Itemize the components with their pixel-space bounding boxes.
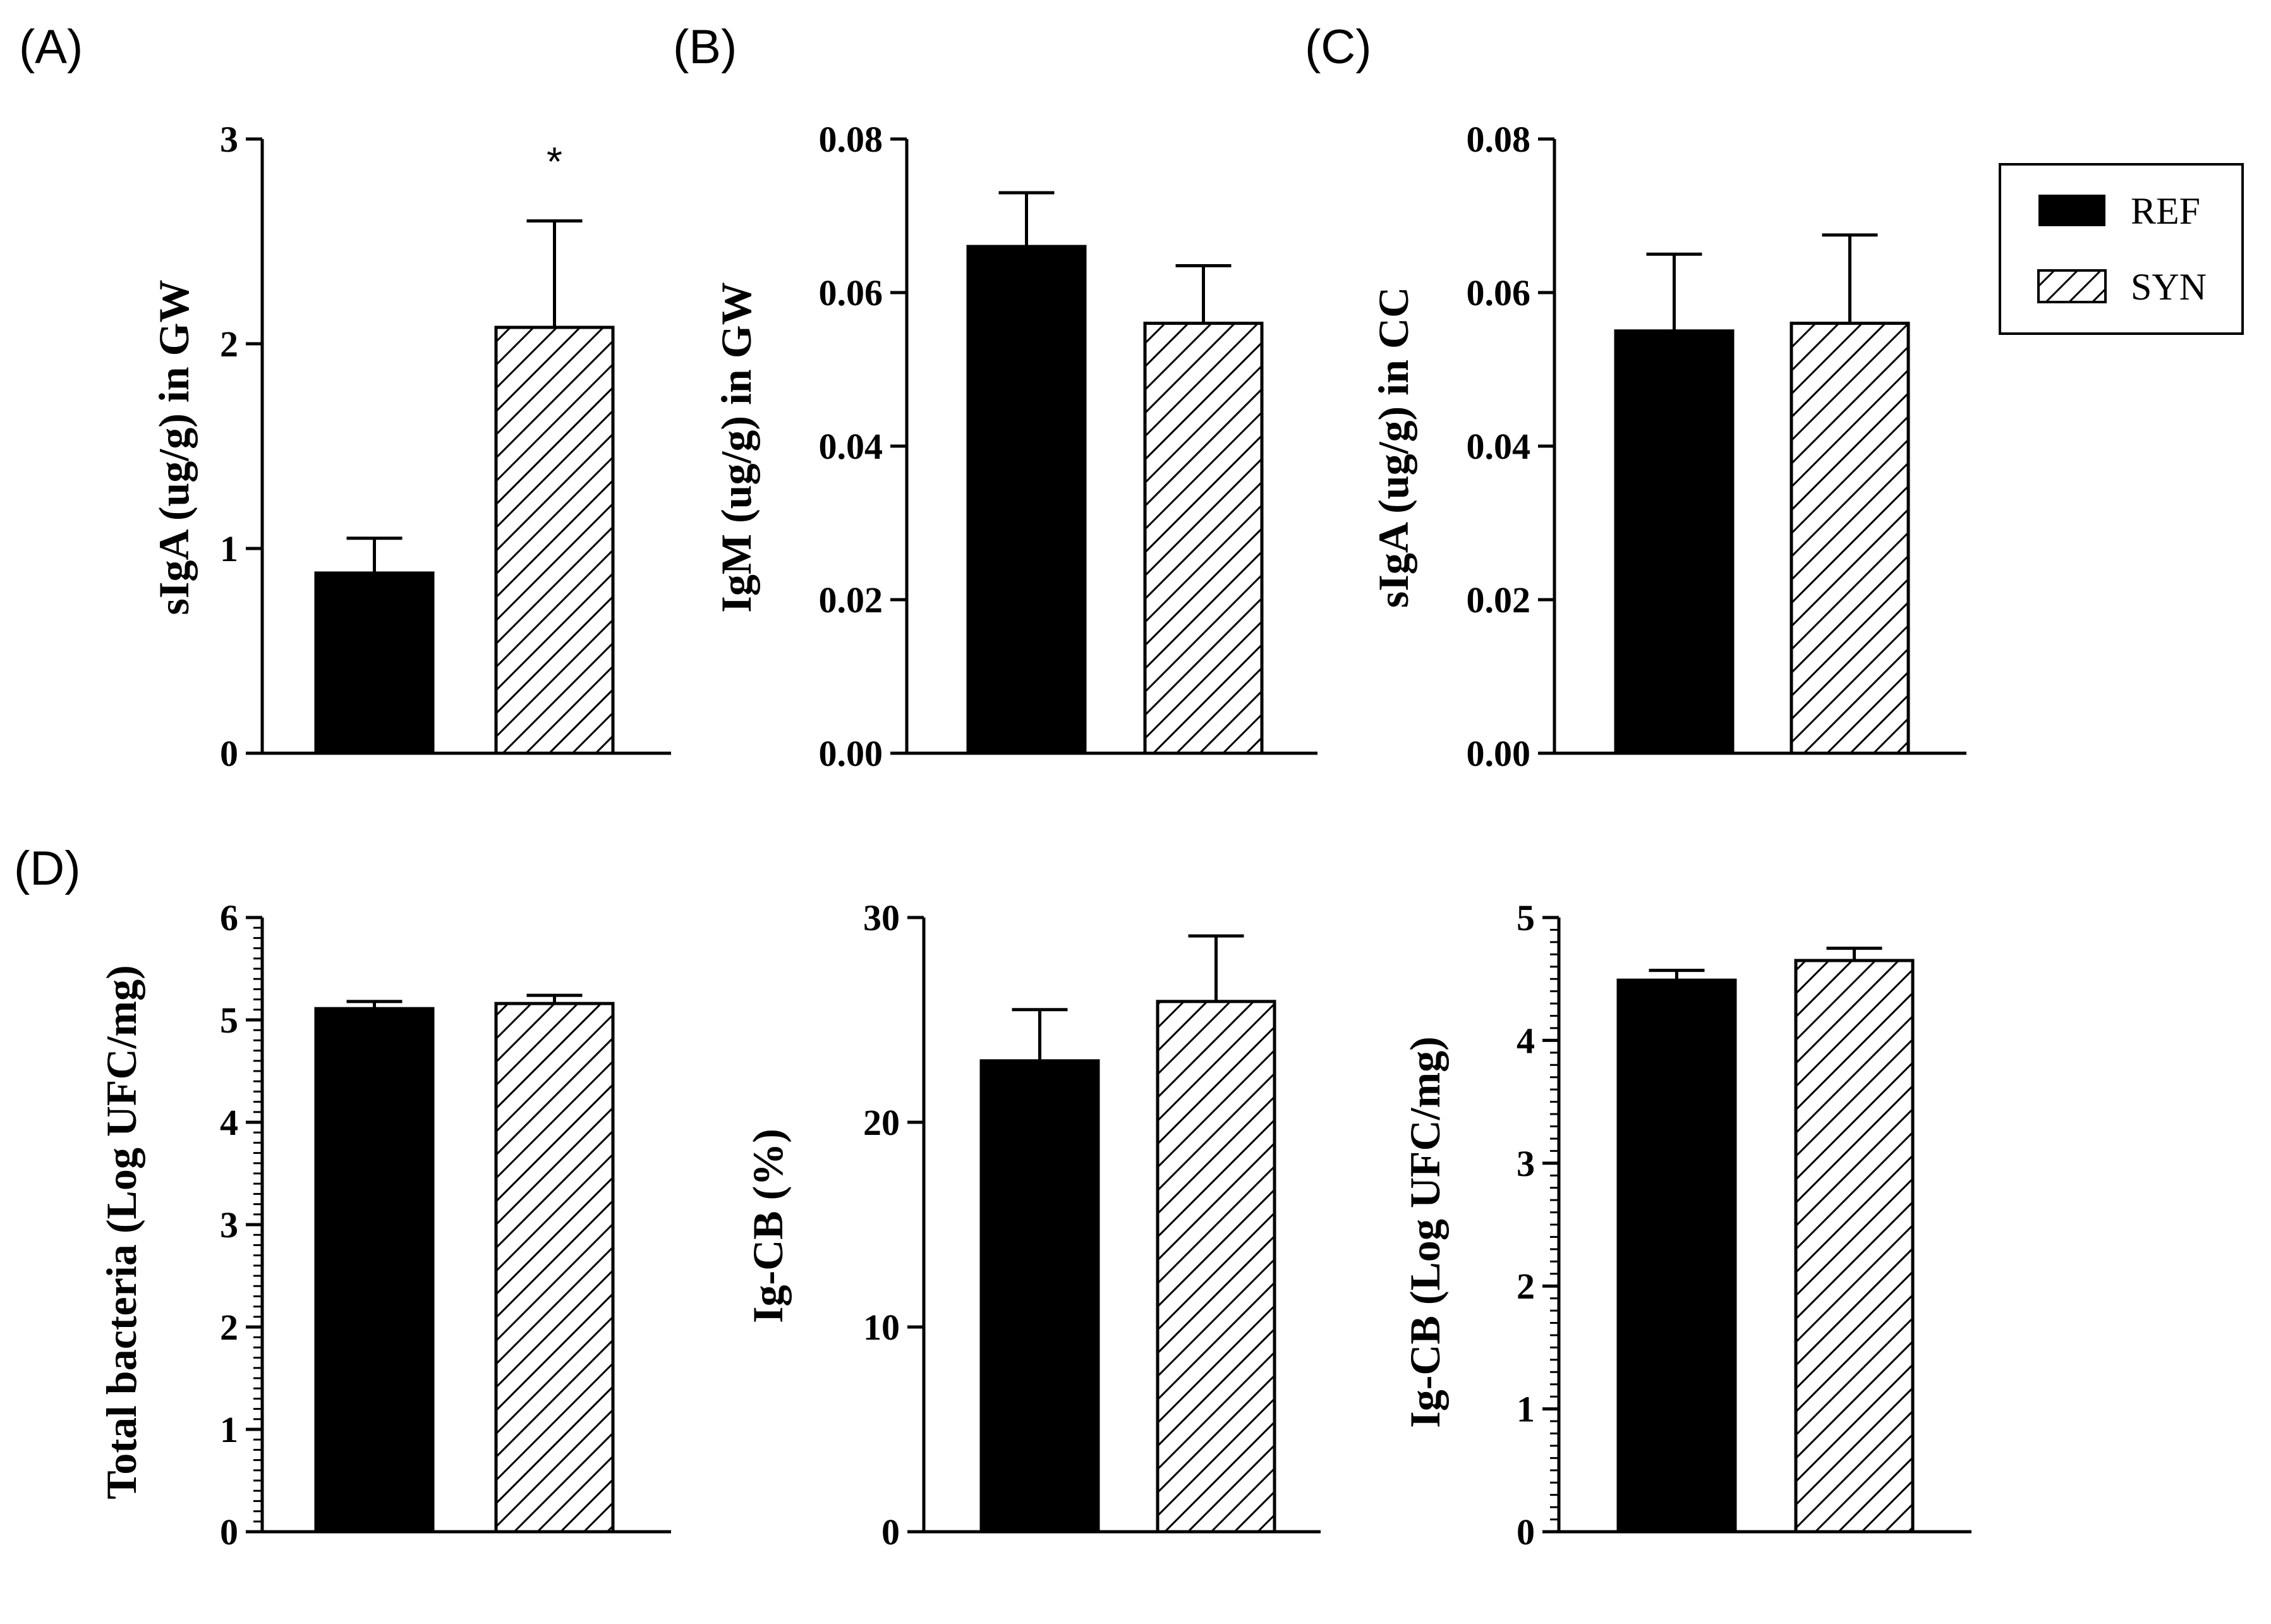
chart-panel-b: (B) 0.00 0.02 0.04 0.06 0.08 IgM (ug/g) in G… [673, 20, 1317, 774]
bar-syn [494, 325, 615, 755]
y-axis-title-d: Total bacteria (Log UFC/mg) [97, 965, 145, 1499]
y-tick-label: 0.08 [1467, 119, 1531, 160]
y-tick-label: 0.08 [819, 119, 883, 160]
bar-syn [1790, 322, 1910, 755]
chart-panel-c: (C) 0.00 0.02 0.04 0.06 0.08 sIgA (ug/g) in … [1305, 20, 1966, 774]
chart-panel-d: (D) 0 1 2 3 4 5 6 Total bacteria (Log UFC/mg) [14, 842, 671, 1553]
plot-d: 0 1 2 3 4 5 6 [220, 897, 671, 1553]
bar-ref [314, 1007, 435, 1534]
y-tick-label: 2 [1517, 1266, 1535, 1307]
y-tick-label: 0.04 [819, 426, 883, 467]
y-tick-label: 0.02 [1467, 579, 1531, 621]
bar-syn [494, 1002, 615, 1534]
plot-e: 0 10 20 30 [863, 897, 1321, 1553]
y-tick-label: 0.06 [1467, 272, 1531, 313]
y-tick-label: 3 [220, 1204, 238, 1245]
y-tick-label: 1 [1517, 1389, 1535, 1430]
significance-marker: * [547, 139, 562, 185]
legend-swatch-ref [2038, 195, 2105, 226]
y-tick-label: 0 [220, 1512, 238, 1553]
chart-panel-e: 0 10 20 30 Ig-CB (%) [744, 897, 1321, 1553]
panel-label-c: (C) [1305, 20, 1372, 74]
chart-panel-f: 0 1 2 3 4 5 Ig-CB (Log UFC/mg) [1401, 897, 1971, 1553]
bar-ref [1614, 329, 1735, 755]
y-axis-title-e: Ig-CB (%) [744, 1129, 792, 1323]
legend: REF SYN [1999, 163, 2244, 335]
y-axis-title-b: IgM (ug/g) in GW [712, 282, 760, 612]
plot-f: 0 1 2 3 4 5 [1517, 897, 1971, 1553]
bar-ref [966, 245, 1087, 755]
y-tick-label: 2 [220, 1307, 238, 1348]
plot-b: 0.00 0.02 0.04 0.06 0.08 [819, 119, 1317, 774]
panel-label-b: (B) [673, 20, 737, 74]
legend-label-ref: REF [2131, 190, 2200, 232]
y-tick-label: 5 [220, 1000, 238, 1041]
y-tick-label: 4 [1517, 1020, 1535, 1061]
chart-panel-a: (A) 0 1 2 3 * sIgA (ug/g) in GW [19, 20, 671, 774]
y-tick-label: 0.02 [819, 579, 883, 621]
plot-a: 0 1 2 3 * [220, 119, 671, 774]
bar-ref [979, 1059, 1100, 1534]
y-tick-label: 1 [220, 1409, 238, 1450]
bar-syn [1143, 322, 1264, 755]
y-tick-label: 0 [881, 1512, 900, 1553]
y-tick-label: 0 [220, 733, 238, 774]
y-tick-label: 4 [220, 1102, 238, 1143]
y-tick-label: 2 [220, 324, 238, 365]
y-tick-label: 30 [863, 897, 900, 938]
y-tick-label: 0 [1517, 1512, 1535, 1553]
y-tick-label: 0.04 [1467, 426, 1531, 467]
y-tick-label: 3 [220, 119, 238, 160]
y-tick-label: 3 [1517, 1143, 1535, 1184]
y-axis-title-f: Ig-CB (Log UFC/mg) [1401, 1036, 1449, 1428]
bar-ref [1616, 978, 1737, 1534]
y-tick-label: 10 [863, 1307, 900, 1348]
y-tick-label: 6 [220, 897, 238, 938]
y-axis-title-c: sIgA (ug/g) in CC [1369, 287, 1417, 608]
y-tick-label: 5 [1517, 897, 1535, 938]
bar-ref [314, 571, 435, 755]
y-tick-label: 0.06 [819, 272, 883, 313]
y-tick-label: 20 [863, 1102, 900, 1143]
bar-syn [1156, 1000, 1276, 1534]
bar-syn [1794, 959, 1915, 1534]
y-tick-label: 0.00 [819, 733, 883, 774]
legend-swatch-syn [2037, 269, 2107, 303]
panel-label-d: (D) [14, 842, 81, 895]
panel-label-a: (A) [19, 20, 83, 74]
plot-c: 0.00 0.02 0.04 0.06 0.08 [1467, 119, 1966, 774]
y-tick-label: 0.00 [1467, 733, 1531, 774]
y-axis-title-a: sIgA (ug/g) in GW [150, 280, 198, 615]
legend-box [1999, 163, 2244, 335]
y-tick-label: 1 [220, 528, 238, 569]
legend-label-syn: SYN [2131, 266, 2207, 308]
